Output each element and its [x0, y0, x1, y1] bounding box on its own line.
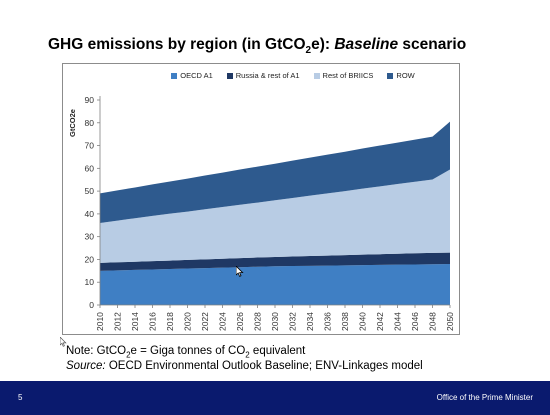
y-tick-label: 90	[85, 95, 95, 105]
legend-item: Russia & rest of A1	[226, 71, 300, 80]
mouse-cursor-icon	[236, 266, 244, 277]
x-tick-label: 2046	[410, 312, 420, 331]
chart-source: Source: OECD Environmental Outlook Basel…	[66, 360, 423, 372]
chart-legend: OECD A1 Russia & rest of A1 Rest of BRIICS…	[125, 71, 461, 80]
area-series	[100, 264, 450, 305]
y-tick-label: 60	[85, 163, 95, 173]
legend-label: Russia & rest of A1	[235, 71, 300, 80]
footer-bar: 5 Office of the Prime Minister	[0, 381, 550, 415]
pointer-cursor-icon	[60, 337, 67, 347]
x-tick-label: 2030	[270, 312, 280, 331]
y-tick-label: 80	[85, 118, 95, 128]
x-tick-label: 2032	[288, 312, 298, 331]
legend-label: OECD A1	[180, 71, 213, 80]
y-tick-label: 50	[85, 186, 95, 196]
x-tick-label: 2034	[305, 312, 315, 331]
y-tick-label: 70	[85, 141, 95, 151]
x-tick-label: 2036	[323, 312, 333, 331]
x-tick-label: 2050	[445, 312, 455, 331]
x-tick-label: 2018	[165, 312, 175, 331]
legend-swatch	[387, 72, 394, 79]
x-tick-label: 2028	[253, 312, 263, 331]
y-axis-title: GtCO2e	[68, 109, 77, 137]
legend-label: Rest of BRIICS	[322, 71, 374, 80]
area-series	[100, 252, 450, 271]
slide-title: GHG emissions by region (in GtCO2e): Bas…	[48, 36, 467, 57]
footer-office-name: Office of the Prime Minister	[436, 393, 533, 402]
y-tick-label: 20	[85, 254, 95, 264]
chart-container: OECD A1 Russia & rest of A1 Rest of BRIICS…	[62, 63, 460, 335]
x-tick-label: 2016	[148, 312, 158, 331]
x-tick-label: 2044	[393, 312, 403, 331]
legend-label: ROW	[396, 71, 415, 80]
x-tick-label: 2048	[428, 312, 438, 331]
slide-number: 5	[18, 393, 23, 402]
legend-swatch	[226, 72, 233, 79]
legend-item: Rest of BRIICS	[313, 71, 374, 80]
legend-item: OECD A1	[171, 71, 213, 80]
x-tick-label: 2040	[358, 312, 368, 331]
x-tick-label: 2026	[235, 312, 245, 331]
x-tick-label: 2038	[340, 312, 350, 331]
y-tick-label: 30	[85, 232, 95, 242]
x-tick-label: 2010	[95, 312, 105, 331]
legend-swatch	[313, 72, 320, 79]
x-tick-label: 2024	[218, 312, 228, 331]
area-series	[100, 121, 450, 223]
x-tick-label: 2014	[130, 312, 140, 331]
x-tick-label: 2012	[113, 312, 123, 331]
x-tick-label: 2042	[375, 312, 385, 331]
x-tick-label: 2020	[183, 312, 193, 331]
area-series	[100, 169, 450, 263]
legend-swatch	[171, 72, 178, 79]
legend-item: ROW	[387, 71, 415, 80]
y-tick-label: 40	[85, 209, 95, 219]
y-tick-label: 10	[85, 277, 95, 287]
chart-note: Note: GtCO2e = Giga tonnes of CO2 equiva…	[66, 345, 306, 360]
y-tick-label: 0	[89, 300, 94, 310]
x-tick-label: 2022	[200, 312, 210, 331]
